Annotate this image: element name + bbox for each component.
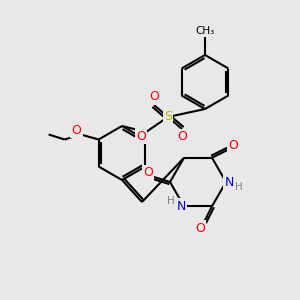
Text: H: H [235,182,243,192]
Text: H: H [167,196,175,206]
Text: S: S [164,110,172,124]
Text: O: O [177,130,187,143]
Text: O: O [143,167,153,179]
Text: O: O [149,91,159,103]
Text: N: N [224,176,234,188]
Text: O: O [72,124,82,137]
Text: N: N [176,200,186,213]
Text: O: O [136,130,146,142]
Text: O: O [228,139,238,152]
Text: O: O [195,222,205,235]
Text: CH₃: CH₃ [195,26,214,36]
